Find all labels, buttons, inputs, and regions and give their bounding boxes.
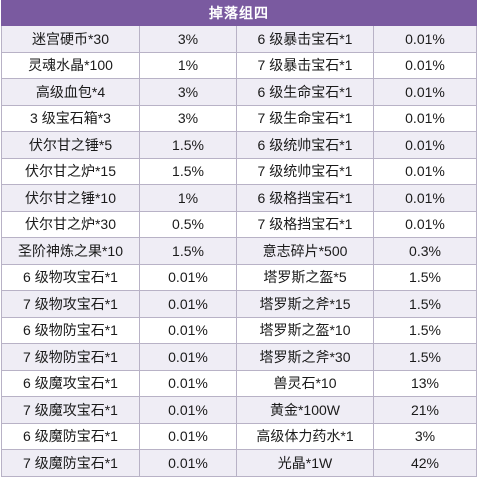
drop-rate-cell: 3% [139, 25, 237, 53]
drop-rate-cell: 1.5% [139, 237, 237, 265]
drop-rate-cell: 21% [373, 396, 477, 424]
table-row: 6 级魔防宝石*1 0.01% 高级体力药水*1 3% [1, 422, 477, 450]
drop-rate-cell: 0.01% [373, 157, 477, 185]
drop-rate-cell: 0.01% [373, 184, 477, 212]
drop-rate-cell: 3% [139, 78, 237, 106]
item-name-cell: 光晶*1W [236, 449, 374, 477]
item-name-cell: 黄金*100W [236, 396, 374, 424]
drop-rate-cell: 0.01% [373, 25, 477, 53]
drop-rate-cell: 1.5% [373, 343, 477, 371]
drop-rate-cell: 0.01% [139, 396, 237, 424]
drop-rate-cell: 13% [373, 369, 477, 397]
item-name-cell: 3 级宝石箱*3 [1, 104, 140, 132]
drop-rate-cell: 0.01% [373, 78, 477, 106]
drop-rate-cell: 1.5% [139, 157, 237, 185]
drop-rate-cell: 0.01% [139, 290, 237, 318]
drop-rate-cell: 1.5% [139, 131, 237, 159]
drop-rate-cell: 0.01% [139, 422, 237, 450]
table-title-row: 掉落组四 [1, 0, 477, 26]
item-name-cell: 伏尔甘之锤*5 [1, 131, 140, 159]
item-name-cell: 6 级格挡宝石*1 [236, 184, 374, 212]
drop-rate-cell: 0.01% [139, 343, 237, 371]
item-name-cell: 塔罗斯之斧*30 [236, 343, 374, 371]
drop-rate-cell: 0.01% [139, 263, 237, 291]
item-name-cell: 7 级物攻宝石*1 [1, 290, 140, 318]
item-name-cell: 6 级魔攻宝石*1 [1, 369, 140, 397]
item-name-cell: 7 级物防宝石*1 [1, 343, 140, 371]
item-name-cell: 迷宫硬币*30 [1, 25, 140, 53]
table-row: 6 级物攻宝石*1 0.01% 塔罗斯之盔*5 1.5% [1, 263, 477, 291]
drop-rate-cell: 0.01% [139, 449, 237, 477]
drop-rate-cell: 0.01% [373, 104, 477, 132]
item-name-cell: 7 级统帅宝石*1 [236, 157, 374, 185]
table-row: 迷宫硬币*30 3% 6 级暴击宝石*1 0.01% [1, 25, 477, 53]
item-name-cell: 伏尔甘之炉*30 [1, 210, 140, 238]
drop-rate-cell: 0.01% [373, 210, 477, 238]
table-row: 6 级魔攻宝石*1 0.01% 兽灵石*10 13% [1, 369, 477, 397]
item-name-cell: 7 级生命宝石*1 [236, 104, 374, 132]
drop-rate-cell: 0.5% [139, 210, 237, 238]
table-row: 7 级魔攻宝石*1 0.01% 黄金*100W 21% [1, 396, 477, 424]
item-name-cell: 6 级生命宝石*1 [236, 78, 374, 106]
drop-rate-cell: 0.01% [139, 316, 237, 344]
table-row: 7 级魔防宝石*1 0.01% 光晶*1W 42% [1, 449, 477, 477]
drop-rate-cell: 42% [373, 449, 477, 477]
item-name-cell: 高级体力药水*1 [236, 422, 374, 450]
drop-rate-cell: 1.5% [373, 290, 477, 318]
item-name-cell: 7 级暴击宝石*1 [236, 51, 374, 79]
item-name-cell: 伏尔甘之锤*10 [1, 184, 140, 212]
item-name-cell: 塔罗斯之盔*5 [236, 263, 374, 291]
item-name-cell: 6 级统帅宝石*1 [236, 131, 374, 159]
table-row: 伏尔甘之炉*30 0.5% 7 级格挡宝石*1 0.01% [1, 210, 477, 238]
table-body: 迷宫硬币*30 3% 6 级暴击宝石*1 0.01% 灵魂水晶*100 1% 7 级暴击宝石… [1, 25, 477, 477]
table-row: 3 级宝石箱*3 3% 7 级生命宝石*1 0.01% [1, 104, 477, 132]
item-name-cell: 6 级暴击宝石*1 [236, 25, 374, 53]
item-name-cell: 塔罗斯之盔*10 [236, 316, 374, 344]
table-row: 7 级物攻宝石*1 0.01% 塔罗斯之斧*15 1.5% [1, 290, 477, 318]
table-row: 7 级物防宝石*1 0.01% 塔罗斯之斧*30 1.5% [1, 343, 477, 371]
table-row: 伏尔甘之锤*5 1.5% 6 级统帅宝石*1 0.01% [1, 131, 477, 159]
item-name-cell: 圣阶神炼之果*10 [1, 237, 140, 265]
item-name-cell: 6 级物攻宝石*1 [1, 263, 140, 291]
item-name-cell: 7 级魔攻宝石*1 [1, 396, 140, 424]
item-name-cell: 灵魂水晶*100 [1, 51, 140, 79]
item-name-cell: 意志碎片*500 [236, 237, 374, 265]
table-row: 高级血包*4 3% 6 级生命宝石*1 0.01% [1, 78, 477, 106]
item-name-cell: 6 级物防宝石*1 [1, 316, 140, 344]
drop-rate-cell: 3% [139, 104, 237, 132]
drop-rate-cell: 0.01% [373, 131, 477, 159]
drop-rate-cell: 1.5% [373, 316, 477, 344]
item-name-cell: 7 级魔防宝石*1 [1, 449, 140, 477]
table-row: 圣阶神炼之果*10 1.5% 意志碎片*500 0.3% [1, 237, 477, 265]
table-row: 6 级物防宝石*1 0.01% 塔罗斯之盔*10 1.5% [1, 316, 477, 344]
drop-rate-cell: 1.5% [373, 263, 477, 291]
drop-rate-cell: 1% [139, 51, 237, 79]
drop-rate-cell: 1% [139, 184, 237, 212]
item-name-cell: 高级血包*4 [1, 78, 140, 106]
item-name-cell: 伏尔甘之炉*15 [1, 157, 140, 185]
item-name-cell: 兽灵石*10 [236, 369, 374, 397]
table-row: 伏尔甘之锤*10 1% 6 级格挡宝石*1 0.01% [1, 184, 477, 212]
drop-rate-cell: 3% [373, 422, 477, 450]
table-row: 伏尔甘之炉*15 1.5% 7 级统帅宝石*1 0.01% [1, 157, 477, 185]
item-name-cell: 塔罗斯之斧*15 [236, 290, 374, 318]
item-name-cell: 7 级格挡宝石*1 [236, 210, 374, 238]
table-title: 掉落组四 [1, 0, 477, 26]
drop-rate-cell: 0.3% [373, 237, 477, 265]
item-name-cell: 6 级魔防宝石*1 [1, 422, 140, 450]
table-row: 灵魂水晶*100 1% 7 级暴击宝石*1 0.01% [1, 51, 477, 79]
drop-rate-cell: 0.01% [373, 51, 477, 79]
drop-rate-cell: 0.01% [139, 369, 237, 397]
